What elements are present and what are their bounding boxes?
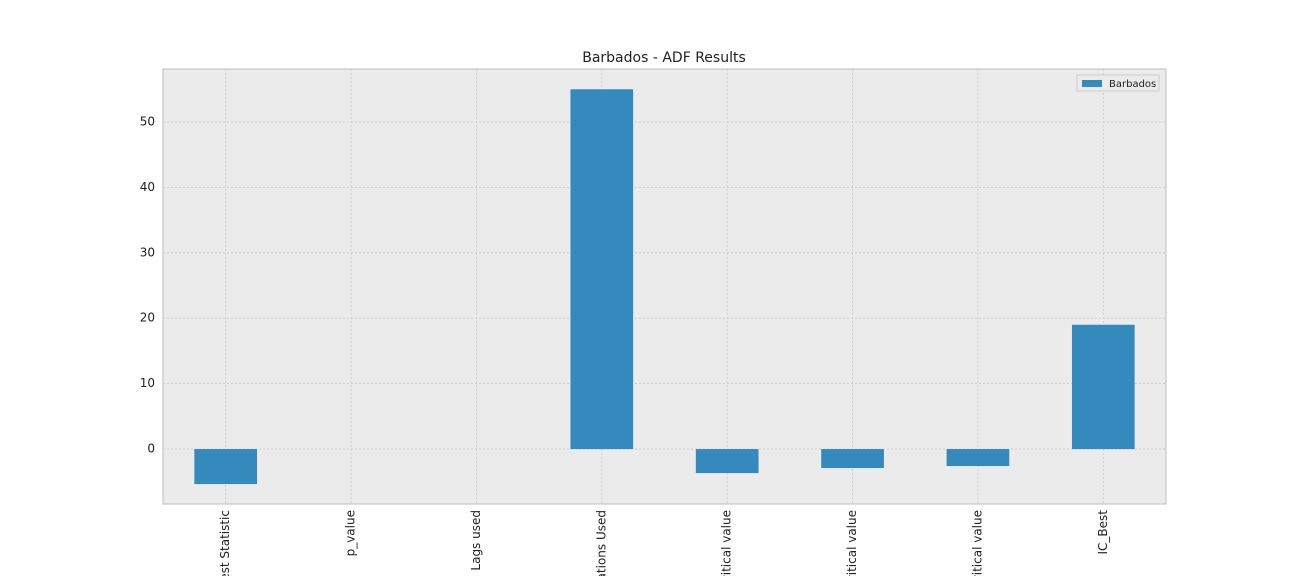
bar (570, 89, 634, 450)
x-tick-label: ritical value (970, 510, 984, 576)
x-tick-label: IC_Best (1096, 510, 1110, 555)
bar (194, 449, 258, 485)
legend-swatch (1082, 80, 1102, 87)
y-tick-label: 30 (140, 245, 155, 259)
y-tick-label: 20 (140, 311, 155, 325)
bar (1071, 324, 1135, 450)
x-tick-label: ations Used (594, 510, 608, 576)
chart-title: Barbados - ADF Results (582, 50, 746, 66)
y-tick-label: 50 (140, 114, 155, 128)
x-tick-label: est Statistic (218, 510, 232, 576)
bar (695, 449, 759, 474)
x-tick-label: ritical value (720, 510, 734, 576)
y-tick-label: 40 (140, 180, 155, 194)
legend-label: Barbados (1109, 79, 1156, 90)
x-tick-label: p_value (344, 510, 358, 556)
bar (821, 449, 884, 469)
x-tick-label: ritical value (845, 510, 859, 576)
y-tick-label: 0 (147, 442, 155, 456)
y-tick-label: 10 (140, 376, 155, 390)
plot-area (162, 68, 1167, 505)
bar (946, 449, 1010, 467)
x-tick-label: Lags used (469, 510, 483, 571)
